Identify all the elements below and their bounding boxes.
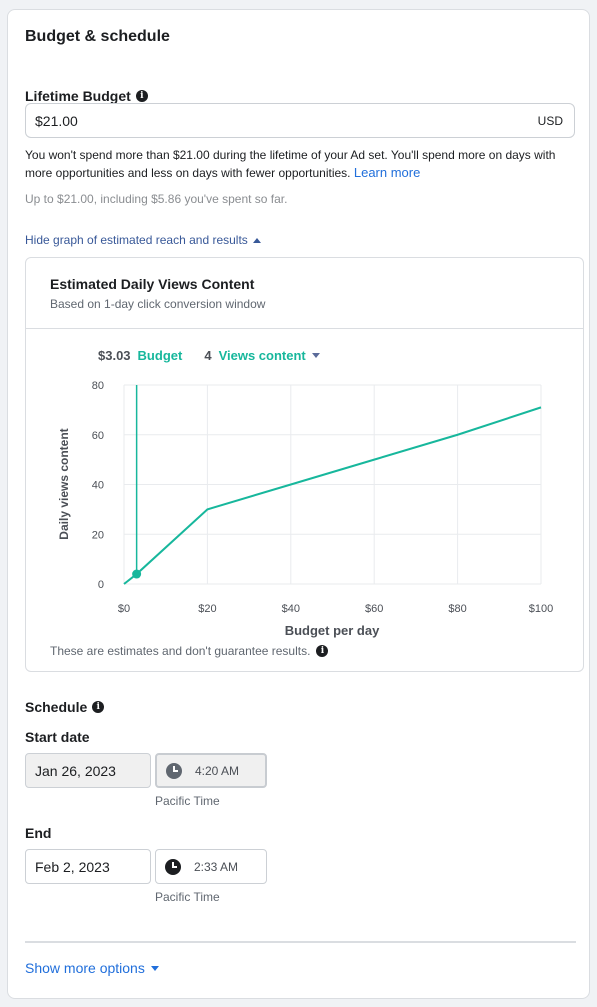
end-date-value[interactable]: Feb 2, 2023 <box>35 858 110 875</box>
hide-graph-toggle[interactable]: Hide graph of estimated reach and result… <box>25 233 261 247</box>
result-value-readout: 4 <box>204 348 212 363</box>
end-time-value[interactable]: 2:33 AM <box>194 859 239 874</box>
spent-note: Up to $21.00, including $5.86 you've spe… <box>25 192 288 206</box>
budget-value[interactable]: $21.00 <box>35 112 78 129</box>
lifetime-budget-label: Lifetime Budget <box>25 88 131 104</box>
budget-marker-point <box>132 569 142 579</box>
clock-icon <box>165 858 181 875</box>
footnote-text: These are estimates and don't guarantee … <box>50 644 311 658</box>
x-tick-label: $100 <box>529 603 553 615</box>
x-axis-label: Budget per day <box>285 623 380 638</box>
info-icon[interactable]: i <box>316 645 329 657</box>
end-timezone-label: Pacific Time <box>155 890 220 904</box>
chart-legend: $3.03 Budget 4 Views content <box>98 348 320 363</box>
hide-graph-label[interactable]: Hide graph of estimated reach and result… <box>25 233 248 247</box>
section-title: Budget & schedule <box>25 28 170 45</box>
graph-header: Estimated Daily Views Content Based on 1… <box>26 258 583 329</box>
x-tick-label: $40 <box>282 603 300 615</box>
schedule-label-row: Schedule i <box>25 699 105 715</box>
chevron-down-icon <box>150 965 159 971</box>
clock-icon <box>166 762 182 779</box>
y-tick-label: 60 <box>92 430 104 442</box>
show-more-label[interactable]: Show more options <box>25 960 145 976</box>
budget-description-text: You won't spend more than $21.00 during … <box>25 148 556 180</box>
y-tick-label: 80 <box>92 380 104 392</box>
result-metric-dropdown[interactable]: Views content <box>218 348 306 363</box>
learn-more-link[interactable]: Learn more <box>353 165 421 180</box>
show-more-options-link[interactable]: Show more options <box>25 960 159 976</box>
lifetime-budget-input[interactable]: $21.00 USD <box>25 103 575 138</box>
section-divider <box>25 941 576 943</box>
budget-value-readout: $3.03 <box>98 348 131 363</box>
budget-schedule-card: Budget & schedule Lifetime Budget i $21.… <box>7 9 590 999</box>
budget-legend-label: Budget <box>137 348 183 363</box>
series-line <box>123 406 542 585</box>
x-tick-label: $0 <box>118 603 130 615</box>
x-tick-label: $60 <box>365 603 383 615</box>
x-tick-label: $80 <box>448 603 466 615</box>
start-timezone-label: Pacific Time <box>155 794 220 808</box>
info-icon[interactable]: i <box>92 701 105 713</box>
end-date-input[interactable]: Feb 2, 2023 <box>25 849 151 884</box>
graph-title: Estimated Daily Views Content <box>50 276 255 292</box>
y-tick-label: 0 <box>98 579 104 591</box>
caret-up-icon <box>252 237 261 243</box>
y-axis-label: Daily views content <box>57 428 71 539</box>
y-tick-label: 40 <box>92 480 104 492</box>
estimate-graph-panel: Estimated Daily Views Content Based on 1… <box>25 257 584 672</box>
estimate-footnote: These are estimates and don't guarantee … <box>50 644 329 658</box>
currency-label: USD <box>537 113 563 128</box>
start-date-input[interactable]: Jan 26, 2023 <box>25 753 151 788</box>
graph-subtitle: Based on 1-day click conversion window <box>50 297 266 311</box>
chevron-down-icon[interactable] <box>311 353 320 358</box>
start-date-value[interactable]: Jan 26, 2023 <box>35 762 116 779</box>
start-time-input[interactable]: 4:20 AM <box>155 753 267 788</box>
schedule-label: Schedule <box>25 699 88 715</box>
lifetime-budget-label-row: Lifetime Budget i <box>25 88 148 104</box>
budget-description: You won't spend more than $21.00 during … <box>25 146 565 182</box>
start-date-label: Start date <box>25 729 90 745</box>
estimate-chart: 0 20 40 60 80 $0 $20 $40 $60 $80 $100 Budget per … <box>57 380 553 638</box>
end-date-label: End <box>25 825 52 841</box>
end-time-input[interactable]: 2:33 AM <box>155 849 267 884</box>
info-icon[interactable]: i <box>135 90 148 102</box>
start-time-value[interactable]: 4:20 AM <box>195 763 240 778</box>
y-tick-label: 20 <box>92 529 104 541</box>
x-tick-label: $20 <box>198 603 216 615</box>
